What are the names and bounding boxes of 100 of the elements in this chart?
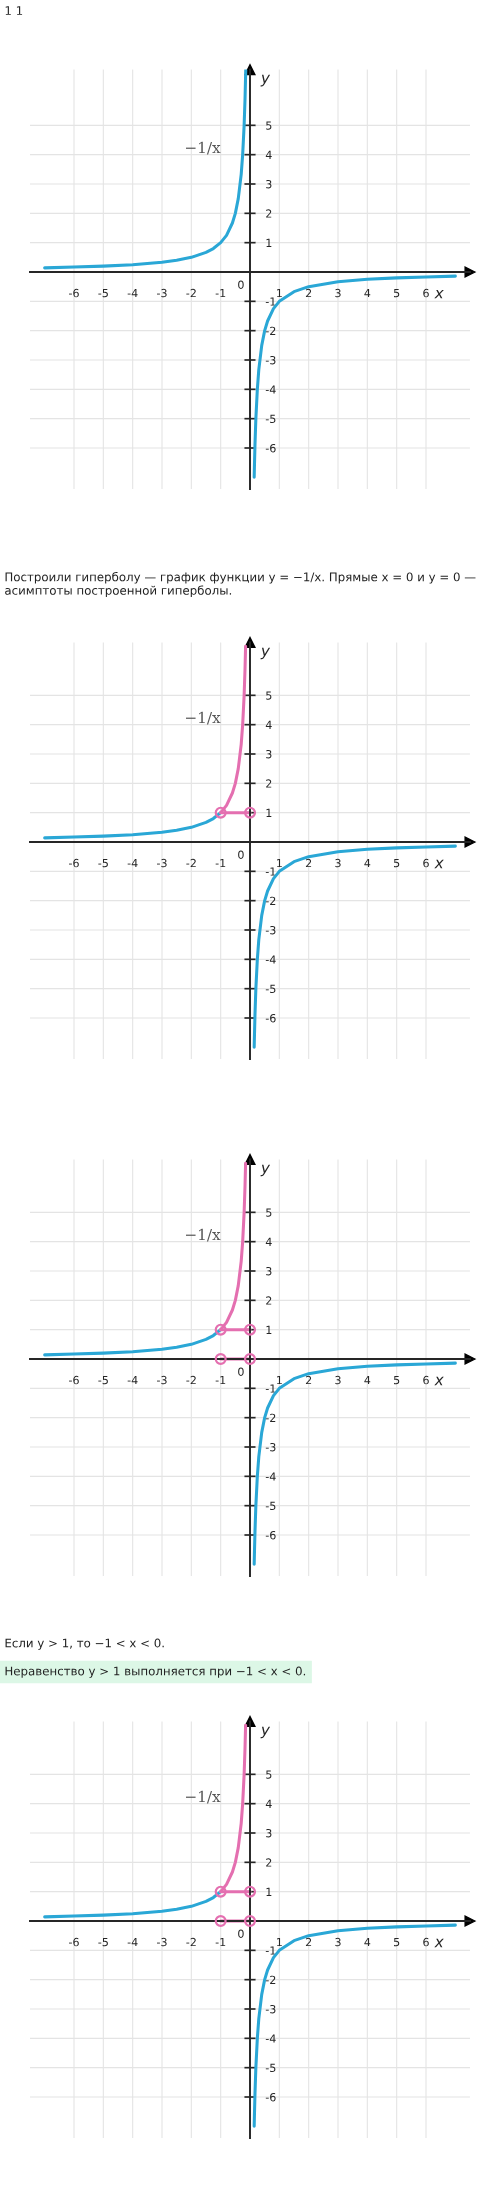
x-axis-title: x bbox=[434, 289, 444, 299]
y-tick-label: -5 bbox=[265, 1501, 276, 1511]
y-tick-label: 4 bbox=[265, 720, 272, 729]
y-tick-label: 5 bbox=[266, 1770, 272, 1779]
y-tick-label: -4 bbox=[265, 1472, 276, 1481]
x-tick-label: -5 bbox=[98, 1938, 108, 1947]
text: Если y > 1, то −1 < x < 0. bbox=[5, 1638, 164, 1650]
x-tick-label: -3 bbox=[157, 288, 167, 298]
x-tick-label: 4 bbox=[364, 859, 371, 868]
y-tick-label: -1 bbox=[265, 297, 276, 306]
annotation: −1/x bbox=[186, 1228, 221, 1242]
x-axis-title: x bbox=[434, 1938, 444, 1948]
y-tick-label: -2 bbox=[265, 1413, 276, 1422]
annotation: −1/x bbox=[186, 711, 221, 725]
x-tick-label: -3 bbox=[157, 1937, 167, 1947]
x-tick-label: 4 bbox=[364, 1938, 371, 1947]
x-tick-label: -5 bbox=[98, 859, 108, 868]
x-tick-label: 1 bbox=[277, 289, 282, 298]
x-tick-label: 3 bbox=[335, 1937, 341, 1947]
x-tick-label: -3 bbox=[157, 1375, 167, 1385]
x-tick-label: 4 bbox=[364, 1376, 371, 1385]
x-tick-label: -3 bbox=[157, 858, 167, 868]
y-tick-label: 5 bbox=[266, 121, 272, 130]
x-tick-label: 3 bbox=[335, 288, 341, 298]
chart-title: 1 1 bbox=[5, 6, 23, 15]
x-tick-label: 2 bbox=[305, 1937, 312, 1947]
x-tick-label: 1 bbox=[277, 859, 282, 868]
x-tick-label: 3 bbox=[335, 858, 341, 868]
y-tick-label: -5 bbox=[265, 414, 276, 424]
annotation: 0 bbox=[238, 1367, 244, 1376]
y-tick-label: -3 bbox=[265, 2004, 276, 2014]
y-tick-label: -1 bbox=[265, 1384, 276, 1393]
y-tick-label: 4 bbox=[265, 150, 272, 159]
x-tick-label: -6 bbox=[69, 1937, 79, 1947]
y-tick-label: -1 bbox=[265, 1946, 276, 1955]
y-tick-label: -4 bbox=[265, 955, 276, 964]
x-tick-label: 4 bbox=[364, 289, 371, 298]
x-tick-label: 6 bbox=[423, 858, 429, 868]
x-tick-label: -1 bbox=[215, 1938, 226, 1947]
y-tick-label: 3 bbox=[266, 749, 272, 759]
y-tick-label: -4 bbox=[265, 385, 276, 394]
x-tick-label: -5 bbox=[98, 289, 108, 298]
x-tick-label: -6 bbox=[69, 288, 79, 298]
x-tick-label: 2 bbox=[305, 858, 312, 868]
y-tick-label: 1 bbox=[266, 1887, 272, 1896]
x-tick-label: -6 bbox=[69, 1375, 79, 1385]
y-tick-label: -2 bbox=[265, 1975, 276, 1984]
x-tick-label: 5 bbox=[393, 859, 400, 868]
y-tick-label: 5 bbox=[266, 1208, 272, 1217]
x-tick-label: -4 bbox=[127, 1376, 138, 1385]
chart-title: Построили гиперболу — график функции y = −1/x. Прямые x = 0 и y = 0 — асимптоты построенной гиперболы. bbox=[5, 571, 476, 598]
x-tick-label: -1 bbox=[215, 1376, 226, 1385]
y-tick-label: 4 bbox=[265, 1799, 272, 1808]
y-tick-label: 2 bbox=[266, 209, 272, 218]
y-axis-title: y bbox=[260, 74, 271, 87]
x-tick-label: -5 bbox=[98, 1376, 108, 1385]
y-axis-title: y bbox=[260, 1164, 271, 1177]
x-tick-label: 1 bbox=[277, 1376, 282, 1385]
y-tick-label: -3 bbox=[265, 1442, 276, 1452]
x-tick-label: -4 bbox=[127, 289, 138, 298]
x-tick-label: 2 bbox=[305, 1375, 312, 1385]
y-tick-label: 5 bbox=[266, 691, 272, 700]
y-tick-label: -6 bbox=[265, 1013, 276, 1023]
x-tick-label: 5 bbox=[393, 1376, 400, 1385]
x-tick-label: 5 bbox=[393, 1938, 400, 1947]
x-tick-label: -2 bbox=[186, 1937, 196, 1947]
x-tick-label: 6 bbox=[423, 1937, 429, 1947]
x-tick-label: -6 bbox=[69, 858, 79, 868]
y-tick-label: 1 bbox=[266, 808, 272, 817]
text: Неравенство y > 1 выполняется при −1 < x < 0. bbox=[5, 1666, 306, 1678]
y-tick-label: -6 bbox=[265, 2092, 276, 2102]
x-tick-label: 2 bbox=[305, 288, 312, 298]
y-tick-label: -4 bbox=[265, 2034, 276, 2043]
y-tick-label: -3 bbox=[265, 355, 276, 365]
y-tick-label: 2 bbox=[266, 1296, 272, 1305]
annotation: 0 bbox=[238, 280, 244, 289]
y-tick-label: -6 bbox=[265, 1530, 276, 1540]
y-tick-label: -5 bbox=[265, 2063, 276, 2073]
y-axis-title: y bbox=[260, 1726, 271, 1739]
annotation: −1/x bbox=[186, 1790, 221, 1804]
x-axis-title: x bbox=[434, 1376, 444, 1386]
x-tick-label: 6 bbox=[423, 288, 429, 298]
y-tick-label: 3 bbox=[266, 1828, 272, 1838]
y-tick-label: -2 bbox=[265, 896, 276, 905]
y-tick-label: 2 bbox=[266, 1858, 272, 1867]
y-tick-label: -5 bbox=[265, 984, 276, 994]
y-axis-title: y bbox=[260, 647, 271, 660]
x-tick-label: -2 bbox=[186, 858, 196, 868]
x-tick-label: -1 bbox=[215, 859, 226, 868]
x-tick-label: -4 bbox=[127, 1938, 138, 1947]
y-tick-label: -6 bbox=[265, 443, 276, 453]
y-tick-label: 3 bbox=[266, 179, 272, 189]
y-tick-label: 4 bbox=[265, 1237, 272, 1246]
y-tick-label: 1 bbox=[266, 1325, 272, 1334]
y-tick-label: 2 bbox=[266, 779, 272, 788]
x-tick-label: 6 bbox=[423, 1375, 429, 1385]
y-tick-label: -2 bbox=[265, 326, 276, 335]
annotation: 0 bbox=[238, 1929, 244, 1938]
y-tick-label: 1 bbox=[266, 238, 272, 247]
annotation: 0 bbox=[238, 850, 244, 859]
